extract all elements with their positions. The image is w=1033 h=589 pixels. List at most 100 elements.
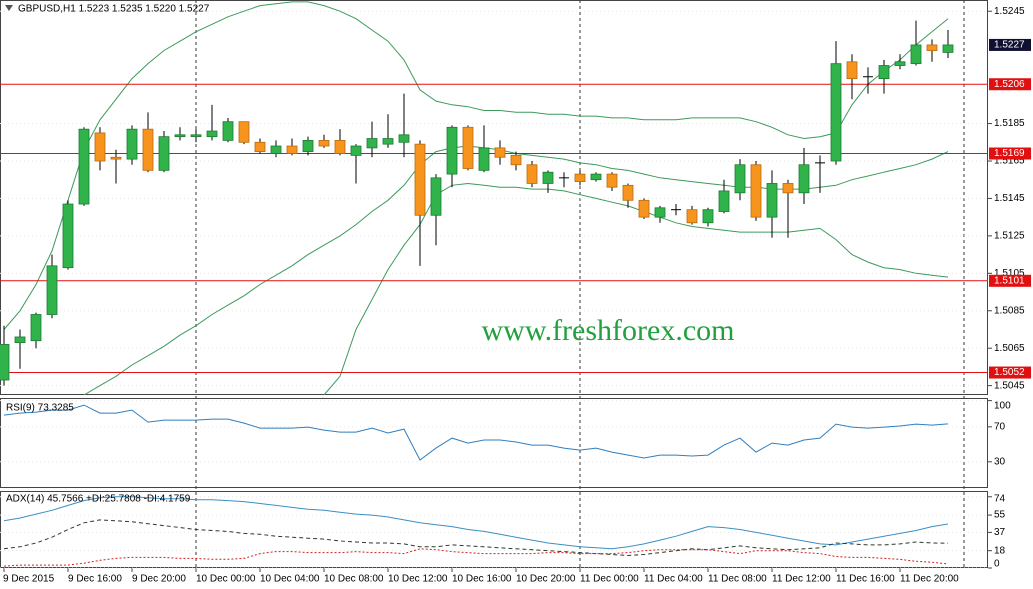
candle-body: [894, 61, 906, 66]
y-tick-label: 1.5145: [994, 193, 1025, 204]
level-label: 1.5169: [994, 148, 1025, 159]
level-label-box: [989, 274, 1031, 287]
x-tick-label: 9 Dec 20:00: [132, 574, 186, 585]
candle-body: [606, 173, 618, 188]
current-price-box: [989, 38, 1031, 51]
plot-area: [0, 1, 988, 395]
x-tick-label: 11 Dec 04:00: [644, 574, 703, 585]
candle-body: [718, 190, 730, 212]
candle-body: [750, 164, 762, 218]
rsi-panel-frame: [0, 398, 988, 488]
candle-body: [382, 138, 394, 145]
candle-body: [334, 140, 346, 154]
chart-title: GBPUSD,H1 1.5223 1.5235 1.5220 1.5227: [18, 4, 210, 15]
candle-body: [830, 63, 842, 162]
candle-body: [62, 203, 74, 269]
candle-body: [942, 44, 954, 53]
y-tick-label: 1.5105: [994, 268, 1025, 279]
candle-body: [398, 134, 410, 143]
indicator-line: [3, 548, 949, 567]
x-tick-label: 10 Dec 20:00: [516, 574, 576, 585]
symbol-icon: [5, 5, 13, 11]
candle-body: [910, 44, 922, 65]
candle-body: [782, 183, 794, 194]
indicator-line: [3, 519, 949, 557]
candle-body: [494, 147, 506, 158]
candle-body: [446, 126, 458, 175]
y-tick-label: 1.5125: [994, 231, 1025, 242]
level-label-box: [989, 147, 1031, 160]
candle-body: [206, 130, 218, 138]
adx-title: ADX(14) 45.7566 +DI:25.7808 -DI:4.1759: [6, 494, 191, 505]
candle-body: [190, 134, 202, 138]
x-tick-label: 10 Dec 16:00: [452, 574, 512, 585]
y-tick-label: 1.5245: [994, 6, 1025, 17]
bollinger-band: [323, 182, 949, 395]
x-tick-label: 9 Dec 16:00: [68, 574, 122, 585]
x-tick-label: 11 Dec 12:00: [772, 574, 831, 585]
current-price-label: 1.5227: [994, 40, 1025, 51]
candle-body: [302, 140, 314, 153]
candle-body: [14, 336, 26, 343]
candle-body: [414, 143, 426, 216]
bollinger-band: [3, 1, 949, 330]
x-tick-label: 9 Dec 2015: [3, 574, 55, 585]
y-tick-label: 55: [994, 510, 1006, 521]
adx-panel-frame: [0, 491, 988, 568]
candle-body: [366, 138, 378, 149]
level-label-box: [989, 366, 1031, 379]
bollinger-band: [83, 145, 949, 395]
candle-body: [318, 140, 330, 147]
candle-body: [574, 173, 586, 182]
candle-body: [430, 177, 442, 216]
candle-body: [526, 164, 538, 184]
candle-body: [158, 136, 170, 171]
level-label: 1.5101: [994, 275, 1025, 286]
candle-body: [510, 154, 522, 166]
level-label: 1.5206: [994, 79, 1025, 90]
candle-body: [846, 61, 858, 80]
candle-body: [286, 145, 298, 154]
x-tick-label: 11 Dec 00:00: [580, 574, 639, 585]
x-tick-label: 11 Dec 08:00: [708, 574, 767, 585]
x-tick-label: 10 Dec 00:00: [196, 574, 256, 585]
candle-body: [142, 128, 154, 171]
x-tick-label: 11 Dec 20:00: [900, 574, 959, 585]
candle-body: [638, 199, 650, 218]
x-tick-label: 11 Dec 16:00: [836, 574, 895, 585]
level-label: 1.5052: [994, 367, 1025, 378]
y-tick-label: 1.5045: [994, 380, 1025, 391]
candle-body: [174, 134, 186, 138]
candle-body: [222, 121, 234, 141]
y-tick-label: 100: [994, 401, 1011, 412]
candle-body: [478, 147, 490, 171]
candle-body: [622, 184, 634, 201]
candle-body: [798, 164, 810, 194]
x-tick-label: 10 Dec 08:00: [324, 574, 384, 585]
y-tick-label: 1.5085: [994, 305, 1025, 316]
candle-body: [878, 65, 890, 80]
x-tick-label: 10 Dec 04:00: [260, 574, 320, 585]
candle-body: [654, 207, 666, 218]
candle-body: [78, 128, 90, 205]
candle-body: [766, 183, 778, 218]
x-tick-label: 10 Dec 12:00: [388, 574, 448, 585]
candle-body: [686, 209, 698, 224]
y-tick-label: 30: [994, 456, 1006, 467]
candle-body: [590, 173, 602, 181]
y-tick-label: 70: [994, 421, 1006, 432]
y-tick-label: 37: [994, 527, 1006, 538]
candle-body: [0, 344, 10, 381]
y-tick-label: 1.5165: [994, 156, 1025, 167]
candle-body: [94, 132, 106, 162]
y-tick-label: 1.5065: [994, 343, 1025, 354]
candle-body: [350, 145, 362, 156]
y-tick-label: 74: [994, 494, 1006, 505]
candle-body: [238, 121, 250, 143]
y-tick-label: 18: [994, 545, 1006, 556]
candle-body: [462, 126, 474, 169]
candle-body: [126, 128, 138, 160]
candle-body: [542, 171, 554, 184]
watermark: www.freshforex.com: [482, 314, 735, 347]
